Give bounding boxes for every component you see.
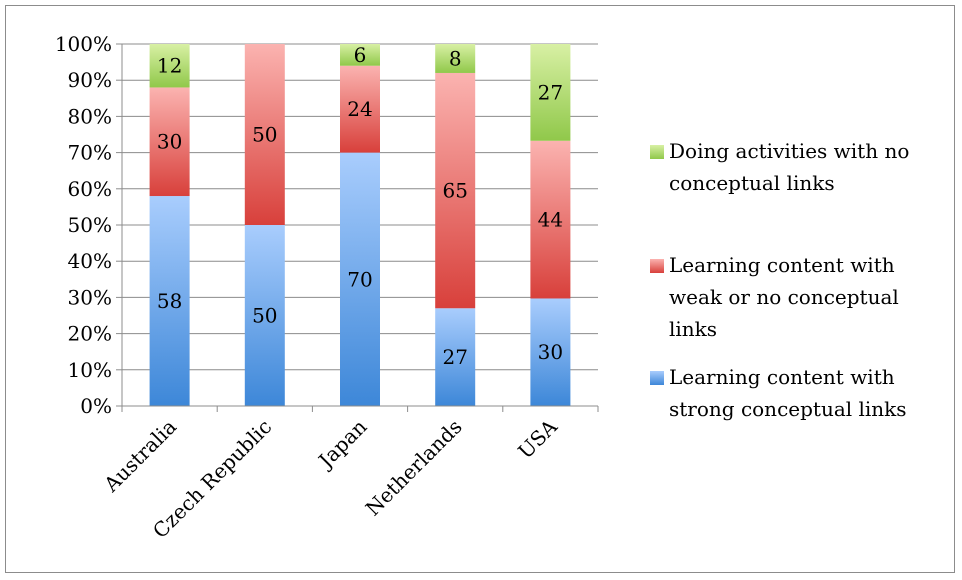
bars xyxy=(149,44,571,406)
bar-segment xyxy=(340,44,380,66)
data-label: 30 xyxy=(538,340,563,364)
data-label: 70 xyxy=(347,267,372,291)
bar-segment xyxy=(435,44,476,73)
data-label: 50 xyxy=(252,123,277,147)
bar-segment xyxy=(435,308,476,406)
data-label: 44 xyxy=(538,208,563,232)
bar-segment xyxy=(244,44,285,225)
legend-entry-text: weak or no conceptual xyxy=(669,285,899,309)
y-tick-label: 60% xyxy=(68,177,112,201)
data-label: 50 xyxy=(252,304,277,328)
y-tick-label: 30% xyxy=(68,285,112,309)
y-tick-label: 50% xyxy=(68,213,112,237)
bar-segment xyxy=(340,152,380,406)
data-label: 8 xyxy=(449,46,462,70)
y-tick-label: 100% xyxy=(55,32,112,56)
data-label: 12 xyxy=(157,54,182,78)
y-tick-label: 70% xyxy=(68,141,112,165)
data-label: 30 xyxy=(157,130,182,154)
bar-segment xyxy=(530,298,571,406)
y-tick-label: 40% xyxy=(68,249,112,273)
bar-segment xyxy=(530,44,571,141)
x-tick-label: USA xyxy=(513,414,562,463)
legend: Doing activities with no conceptual links… xyxy=(650,139,909,421)
data-label: 58 xyxy=(157,289,182,313)
data-label: 24 xyxy=(347,97,372,121)
bar-segment xyxy=(530,140,571,299)
y-tick-label: 0% xyxy=(80,394,112,418)
x-tick-label: Japan xyxy=(312,414,371,473)
bar-segment xyxy=(435,72,476,309)
legend-entry-text: Learning content with xyxy=(669,365,895,389)
bar-segment xyxy=(149,196,190,406)
legend-entry-text: strong conceptual links xyxy=(669,397,907,421)
legend-entry-text: Doing activities with no xyxy=(669,139,909,163)
y-tick-label: 10% xyxy=(68,358,112,382)
legend-entry-text: Learning content with xyxy=(669,253,895,277)
bar-segment xyxy=(244,225,285,406)
data-label: 65 xyxy=(442,179,467,203)
data-label: 27 xyxy=(442,345,467,369)
x-tick-label: Netherlands xyxy=(361,415,467,521)
bar-segment xyxy=(149,87,190,197)
data-label: 6 xyxy=(354,43,367,67)
y-tick-label: 80% xyxy=(68,104,112,128)
bar-segment xyxy=(340,65,380,153)
axes: 0% 10% 20% 30% 40% 50% 60% 70% 80% 90% 100% Austral… xyxy=(55,32,599,543)
y-tick-label: 90% xyxy=(68,68,112,92)
legend-entry-text: links xyxy=(669,317,717,341)
data-label: 27 xyxy=(538,80,563,104)
bar-segment xyxy=(149,44,190,88)
legend-entry-text: conceptual links xyxy=(669,171,835,195)
legend-swatch xyxy=(650,145,664,159)
legend-swatch xyxy=(650,371,664,385)
legend-swatch xyxy=(650,259,664,273)
y-tick-label: 20% xyxy=(68,322,112,346)
x-tick-label: Australia xyxy=(99,415,182,498)
data-labels: 58 30 12 50 50 70 24 6 27 65 8 30 44 27 xyxy=(157,43,563,369)
